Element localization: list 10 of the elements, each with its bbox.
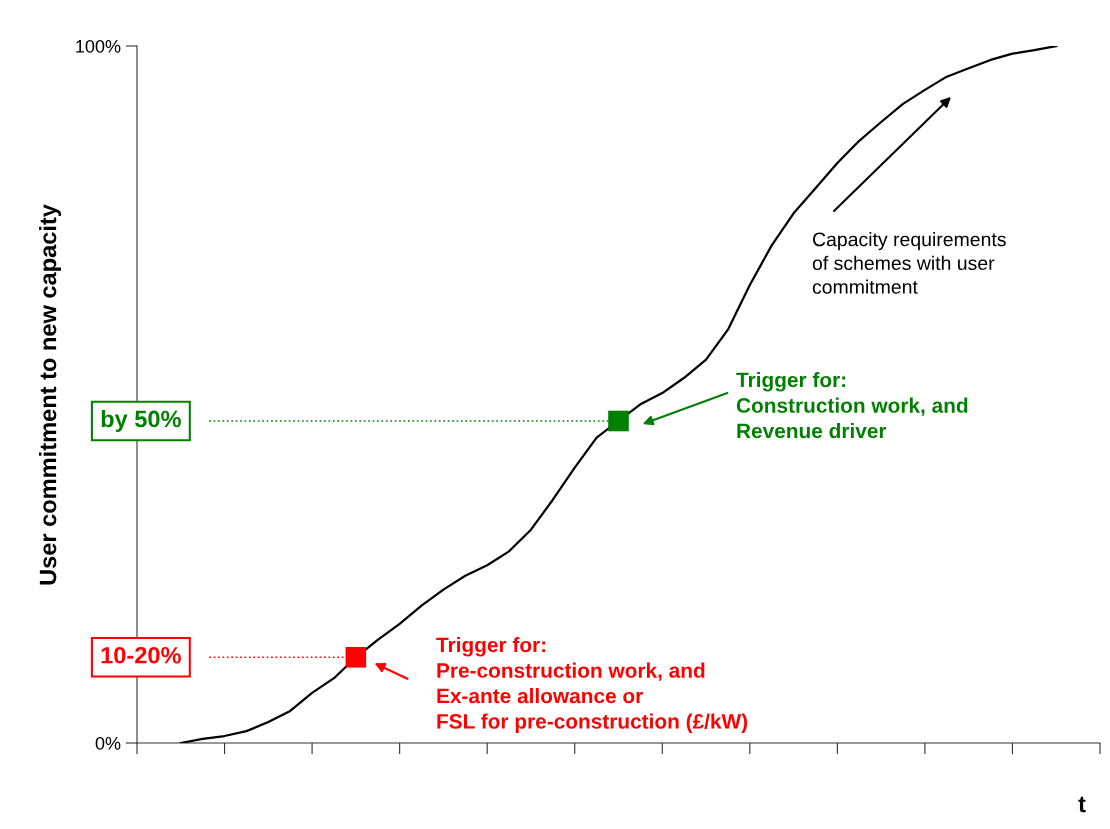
y-tick-label: 100% <box>76 39 121 53</box>
annotation: Trigger for: Pre-construction work, and Ex-ante allowance or FSL for pre-construction (£/kW) <box>436 637 748 733</box>
annotation: Capacity requirements of schemes with user commitment <box>812 232 1006 294</box>
y-axis-title: User commitment to new capacity <box>39 204 61 585</box>
annotation: by 50% <box>101 409 181 432</box>
y-tick-label: 0% <box>95 736 121 750</box>
line-series <box>179 46 1058 743</box>
annotation: Trigger for: Construction work, and Revenue driver <box>736 372 968 439</box>
annotation: 10-20% <box>101 646 181 664</box>
x-axis-title: t <box>1078 796 1086 813</box>
